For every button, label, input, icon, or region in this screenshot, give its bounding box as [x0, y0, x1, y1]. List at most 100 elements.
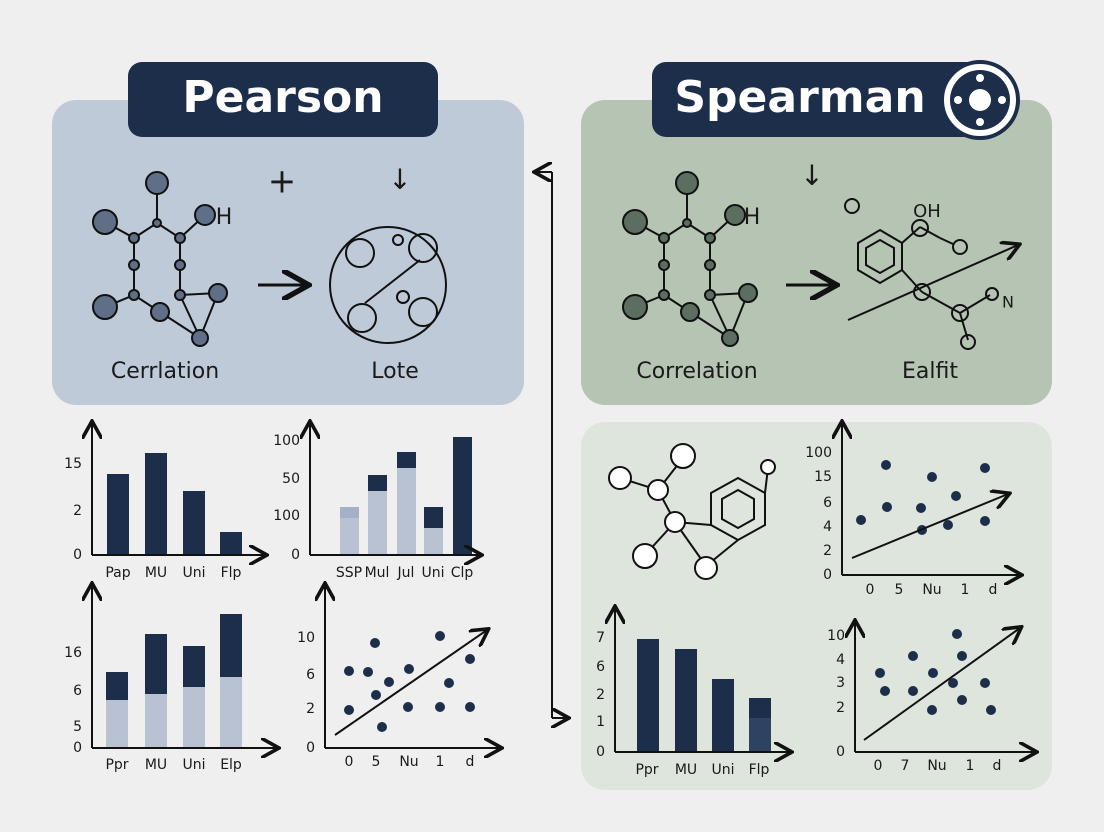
bar — [220, 614, 242, 677]
x-tick-label: Nu — [927, 758, 946, 774]
dot — [435, 631, 445, 641]
bar — [749, 698, 771, 718]
y-tick-label: 2 — [596, 687, 605, 703]
y-tick-label: 0 — [823, 567, 832, 583]
atom — [194, 204, 216, 226]
y-tick-label: 6 — [306, 667, 315, 683]
atom — [208, 283, 228, 303]
y-tick-label: 10 — [297, 630, 315, 646]
x-tick-label: 0 — [345, 754, 354, 770]
bar — [183, 491, 205, 555]
x-tick-label: Pap — [105, 565, 130, 581]
y-tick-label: 3 — [836, 675, 845, 691]
atom — [704, 232, 716, 244]
title: Spearman — [674, 72, 925, 123]
dot — [980, 516, 990, 526]
dot — [986, 705, 996, 715]
bar — [106, 672, 128, 700]
bar — [749, 718, 771, 752]
y-tick-label: 2 — [306, 701, 315, 717]
x-tick-label: 1 — [436, 754, 445, 770]
atom — [658, 232, 670, 244]
x-tick-label: Nu — [399, 754, 418, 770]
atom — [92, 294, 118, 320]
dot — [943, 520, 953, 530]
y-tick-label: 16 — [64, 645, 82, 661]
x-tick-label: Uni — [421, 565, 444, 581]
x-tick-label: Nu — [922, 582, 941, 598]
dot — [948, 678, 958, 688]
x-tick-label: Elp — [220, 757, 242, 773]
dot — [371, 690, 381, 700]
dot — [957, 651, 967, 661]
x-tick-label: MU — [145, 565, 167, 581]
x-tick-label: 7 — [901, 758, 910, 774]
y-tick-label: 100 — [273, 433, 300, 449]
atom — [622, 209, 648, 235]
bar — [145, 634, 167, 694]
panel-label: Lote — [371, 359, 419, 384]
x-tick-label: 1 — [966, 758, 975, 774]
bar — [183, 687, 205, 748]
dot — [465, 654, 475, 664]
molecule-graph — [608, 443, 776, 580]
x-tick-label: d — [993, 758, 1002, 774]
y-tick-label: 6 — [823, 495, 832, 511]
bar — [397, 468, 416, 555]
atom — [150, 302, 170, 322]
x-tick-label: 5 — [895, 582, 904, 598]
bar — [145, 694, 167, 748]
x-tick-label: Uni — [711, 762, 734, 778]
atom — [704, 259, 716, 271]
y-tick-label: 0 — [596, 744, 605, 760]
y-tick-label: 2 — [836, 700, 845, 716]
x-tick-label: Mul — [365, 565, 390, 581]
bar — [368, 491, 387, 555]
y-tick-label: 50 — [282, 471, 300, 487]
x-tick-label: 1 — [961, 582, 970, 598]
dot — [928, 668, 938, 678]
x-tick-label: MU — [145, 757, 167, 773]
pearson-pill — [128, 62, 438, 137]
trend-line — [863, 628, 1020, 741]
symbol: ↓ — [800, 159, 823, 192]
dot — [444, 678, 454, 688]
x-tick-label: Clp — [451, 565, 474, 581]
benzene — [844, 198, 999, 350]
panel-label: Correlation — [636, 359, 757, 384]
x-tick-label: Jul — [397, 565, 415, 581]
y-tick-label: 15 — [64, 456, 82, 472]
bar — [712, 679, 734, 752]
atom-label: N — [1002, 293, 1014, 312]
y-tick-label: 6 — [596, 659, 605, 675]
spearman-panel — [581, 100, 1052, 405]
bar — [675, 649, 697, 752]
dot — [875, 668, 885, 678]
pearson-panel — [52, 100, 524, 405]
x-tick-label: SSP — [336, 565, 362, 581]
x-tick-label: Ppr — [635, 762, 658, 778]
y-tick-label: 6 — [73, 683, 82, 699]
trend-line — [334, 630, 487, 736]
atom — [128, 289, 140, 301]
atom — [682, 218, 692, 228]
atom — [152, 218, 162, 228]
atom — [128, 259, 140, 271]
y-tick-label: 0 — [291, 547, 300, 563]
y-tick-label: 7 — [596, 630, 605, 646]
trend-line — [851, 494, 1008, 559]
bar — [340, 507, 359, 518]
dot — [882, 502, 892, 512]
x-tick-label: 0 — [866, 582, 875, 598]
atom — [128, 232, 140, 244]
dot — [916, 503, 926, 513]
y-tick-label: 4 — [836, 652, 845, 668]
x-tick-label: Flp — [221, 565, 242, 581]
atom — [738, 283, 758, 303]
y-tick-label: 0 — [306, 740, 315, 756]
x-tick-label: Uni — [182, 565, 205, 581]
atom-label: OH — [913, 201, 941, 222]
symbol: + — [268, 162, 297, 202]
y-tick-label: 5 — [73, 719, 82, 735]
y-tick-label: 10 — [827, 628, 845, 644]
